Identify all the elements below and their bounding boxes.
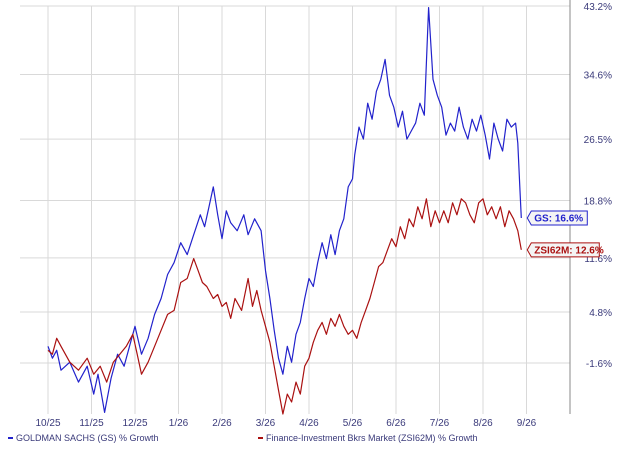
series-line-gs (47, 6, 522, 413)
x-tick-label: 3/26 (256, 418, 276, 429)
series-layer (47, 6, 522, 415)
legend: GOLDMAN SACHS (GS) % Growth Finance-Inves… (8, 433, 478, 443)
legend-item-gs: GOLDMAN SACHS (GS) % Growth (8, 433, 159, 443)
callout-label: GS: 16.6% (534, 213, 583, 224)
y-tick-label: 4.8% (589, 308, 612, 319)
legend-label: GOLDMAN SACHS (GS) % Growth (16, 433, 159, 443)
x-tick-label: 8/26 (473, 418, 493, 429)
y-tick-label: 43.2% (584, 2, 612, 13)
x-tick-label: 9/26 (517, 418, 537, 429)
x-tick-label: 10/25 (35, 418, 60, 429)
callout-label: ZSI62M: 12.6% (534, 245, 604, 256)
x-tick-label: 11/25 (79, 418, 104, 429)
x-tick-label: 4/26 (299, 418, 319, 429)
y-tick-label: 11.6% (584, 254, 612, 265)
y-tick-label: 34.6% (584, 71, 612, 82)
end-value-callouts: GS: 16.6% ZSI62M: 12.6% (526, 210, 604, 258)
gridlines (20, 5, 570, 414)
series-line-zsi62m (47, 198, 522, 415)
x-axis-ticks: 10/25 11/25 12/25 1/26 2/26 3/26 4/26 5/26 6/26 7… (35, 418, 536, 429)
x-tick-label: 6/26 (386, 418, 406, 429)
callout-box (526, 242, 600, 258)
end-callout-gs: GS: 16.6% (526, 210, 588, 226)
y-tick-label: -1.6% (586, 359, 612, 370)
legend-item-zsi62m: Finance-Investment Bkrs Market (ZSI62M) … (258, 433, 478, 443)
x-tick-label: 7/26 (430, 418, 450, 429)
end-callout-zsi62m: ZSI62M: 12.6% (526, 242, 604, 258)
x-tick-label: 1/26 (169, 418, 189, 429)
x-tick-label: 12/25 (122, 418, 147, 429)
callout-box (526, 210, 588, 226)
y-tick-label: 26.5% (584, 135, 612, 146)
x-tick-label: 5/26 (343, 418, 363, 429)
y-tick-label: 18.8% (584, 196, 612, 207)
y-axis-ticks: 43.2% 34.6% 26.5% 18.8% 11.6% 4.8% -1.6% (584, 2, 612, 370)
legend-label: Finance-Investment Bkrs Market (ZSI62M) … (266, 433, 478, 443)
x-tick-label: 2/26 (212, 418, 232, 429)
